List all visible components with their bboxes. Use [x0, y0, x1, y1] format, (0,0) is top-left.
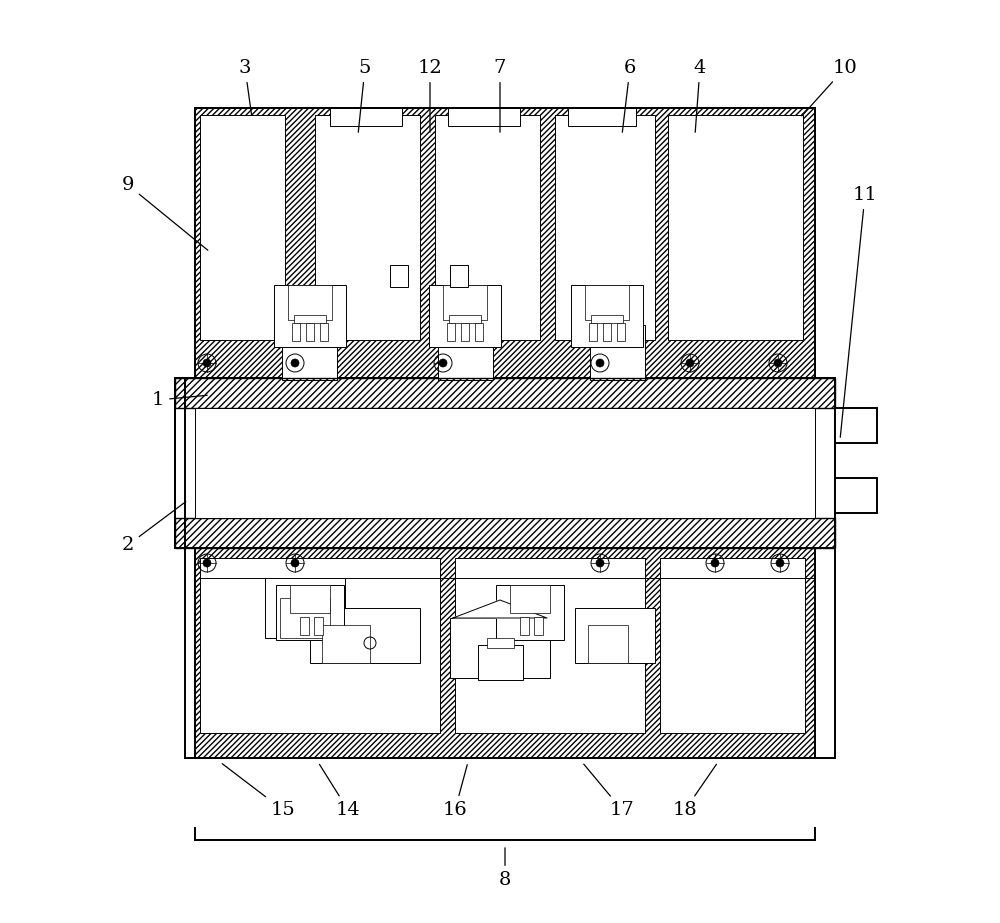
- Text: 15: 15: [222, 763, 295, 819]
- Bar: [660, 558, 805, 733]
- Circle shape: [686, 359, 694, 367]
- Bar: [478, 645, 523, 680]
- Text: 1: 1: [152, 391, 207, 409]
- Bar: [520, 617, 529, 635]
- Bar: [292, 323, 300, 341]
- Bar: [555, 115, 655, 340]
- Bar: [496, 585, 564, 640]
- Bar: [315, 115, 420, 340]
- Bar: [575, 608, 655, 663]
- Bar: [590, 325, 645, 380]
- Bar: [668, 115, 803, 340]
- Text: 7: 7: [494, 59, 506, 132]
- Bar: [487, 638, 514, 648]
- Bar: [429, 285, 501, 347]
- Text: 3: 3: [239, 59, 252, 115]
- Text: 12: 12: [418, 59, 442, 132]
- Bar: [571, 285, 643, 347]
- Text: 10: 10: [802, 59, 857, 116]
- Bar: [835, 478, 877, 513]
- Circle shape: [291, 559, 299, 567]
- Bar: [300, 617, 309, 635]
- Circle shape: [439, 359, 447, 367]
- Bar: [447, 323, 455, 341]
- Bar: [320, 323, 328, 341]
- Bar: [265, 578, 345, 638]
- Bar: [322, 625, 370, 663]
- Bar: [195, 548, 815, 758]
- Circle shape: [203, 559, 211, 567]
- Bar: [280, 598, 330, 638]
- Bar: [282, 325, 337, 380]
- Bar: [294, 315, 326, 323]
- Text: 18: 18: [673, 764, 716, 819]
- Bar: [449, 315, 481, 323]
- Bar: [534, 617, 543, 635]
- Bar: [461, 323, 469, 341]
- Text: 9: 9: [122, 176, 208, 250]
- Bar: [288, 285, 332, 320]
- Bar: [175, 378, 835, 548]
- Circle shape: [774, 359, 782, 367]
- Bar: [306, 323, 314, 341]
- Bar: [314, 617, 323, 635]
- Bar: [274, 285, 346, 347]
- Bar: [330, 108, 402, 126]
- Bar: [438, 325, 493, 380]
- Text: 11: 11: [840, 186, 877, 438]
- Bar: [175, 378, 835, 408]
- Circle shape: [711, 559, 719, 567]
- Text: 14: 14: [319, 764, 360, 819]
- Text: 8: 8: [499, 848, 511, 889]
- Bar: [200, 558, 440, 733]
- Bar: [276, 585, 344, 640]
- Text: 6: 6: [622, 59, 636, 132]
- Text: 4: 4: [694, 59, 706, 132]
- Bar: [510, 585, 550, 613]
- Text: 2: 2: [122, 502, 186, 554]
- Bar: [310, 608, 420, 663]
- Bar: [390, 265, 408, 287]
- Bar: [195, 108, 815, 378]
- Bar: [591, 315, 623, 323]
- Bar: [585, 285, 629, 320]
- Bar: [175, 518, 835, 548]
- Bar: [200, 115, 285, 340]
- Bar: [290, 585, 330, 613]
- Bar: [455, 558, 645, 733]
- Circle shape: [291, 359, 299, 367]
- Text: 16: 16: [443, 764, 467, 819]
- Bar: [450, 618, 550, 678]
- Bar: [835, 408, 877, 443]
- Bar: [450, 265, 468, 287]
- Text: 5: 5: [358, 59, 371, 132]
- Bar: [617, 323, 625, 341]
- Bar: [589, 323, 597, 341]
- Bar: [195, 408, 815, 518]
- Circle shape: [776, 559, 784, 567]
- Bar: [435, 115, 540, 340]
- Text: 17: 17: [584, 764, 634, 819]
- Circle shape: [596, 359, 604, 367]
- Bar: [443, 285, 487, 320]
- Bar: [448, 108, 520, 126]
- Bar: [588, 625, 628, 663]
- Circle shape: [203, 359, 211, 367]
- Bar: [568, 108, 636, 126]
- Polygon shape: [453, 600, 547, 618]
- Bar: [603, 323, 611, 341]
- Circle shape: [596, 559, 604, 567]
- Bar: [475, 323, 483, 341]
